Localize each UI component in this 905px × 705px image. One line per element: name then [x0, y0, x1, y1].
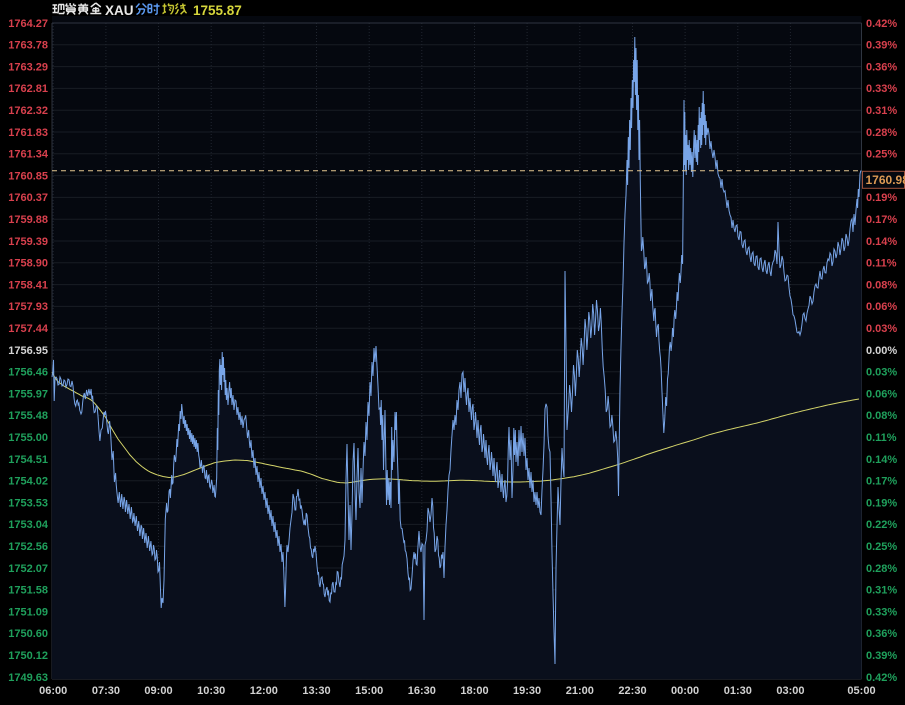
svg-text:21:00: 21:00	[566, 685, 594, 697]
svg-text:0.00%: 0.00%	[866, 345, 897, 357]
svg-text:18:00: 18:00	[460, 685, 488, 697]
svg-text:0.28%: 0.28%	[866, 563, 897, 575]
svg-text:0.06%: 0.06%	[866, 301, 897, 313]
svg-text:0.17%: 0.17%	[866, 214, 897, 226]
svg-text:1763.29: 1763.29	[8, 61, 48, 73]
svg-text:1762.81: 1762.81	[8, 83, 48, 95]
svg-text:1749.63: 1749.63	[8, 672, 48, 684]
svg-text:1760.37: 1760.37	[8, 192, 48, 204]
svg-text:1759.39: 1759.39	[8, 236, 48, 248]
svg-text:1752.56: 1752.56	[8, 541, 48, 553]
svg-text:1753.53: 1753.53	[8, 497, 48, 509]
svg-text:1759.88: 1759.88	[8, 214, 48, 226]
svg-text:0.08%: 0.08%	[866, 279, 897, 291]
svg-text:1754.51: 1754.51	[8, 454, 48, 466]
svg-text:1755.00: 1755.00	[8, 432, 48, 444]
svg-text:1757.93: 1757.93	[8, 301, 48, 313]
svg-text:1750.12: 1750.12	[8, 650, 48, 662]
svg-text:1756.95: 1756.95	[8, 345, 48, 357]
svg-text:1760.98: 1760.98	[866, 173, 905, 187]
svg-text:0.31%: 0.31%	[866, 585, 897, 597]
svg-text:0.22%: 0.22%	[866, 519, 897, 531]
svg-text:03:00: 03:00	[776, 685, 804, 697]
svg-text:1757.44: 1757.44	[8, 323, 49, 335]
svg-text:1751.09: 1751.09	[8, 606, 48, 618]
svg-text:0.03%: 0.03%	[866, 367, 897, 379]
svg-text:0.19%: 0.19%	[866, 192, 897, 204]
svg-text:09:00: 09:00	[144, 685, 172, 697]
svg-text:06:00: 06:00	[39, 685, 67, 697]
svg-text:05:00: 05:00	[847, 685, 875, 697]
svg-text:1761.34: 1761.34	[8, 149, 49, 161]
svg-text:0.39%: 0.39%	[866, 40, 897, 52]
svg-text:1753.04: 1753.04	[8, 519, 49, 531]
svg-text:1750.60: 1750.60	[8, 628, 48, 640]
svg-text:0.03%: 0.03%	[866, 323, 897, 335]
svg-text:10:30: 10:30	[197, 685, 225, 697]
svg-text:0.11%: 0.11%	[866, 258, 897, 270]
svg-text:1762.32: 1762.32	[8, 105, 48, 117]
svg-text:1758.90: 1758.90	[8, 258, 48, 270]
svg-text:0.42%: 0.42%	[866, 672, 897, 684]
svg-text:0.25%: 0.25%	[866, 541, 897, 553]
svg-text:0.17%: 0.17%	[866, 476, 897, 488]
svg-text:22:30: 22:30	[618, 685, 646, 697]
svg-text:0.08%: 0.08%	[866, 410, 897, 422]
svg-text:01:30: 01:30	[724, 685, 752, 697]
svg-text:15:00: 15:00	[355, 685, 383, 697]
svg-text:0.33%: 0.33%	[866, 83, 897, 95]
svg-text:1751.58: 1751.58	[8, 585, 48, 597]
svg-text:0.36%: 0.36%	[866, 61, 897, 73]
svg-text:0.11%: 0.11%	[866, 432, 897, 444]
svg-text:12:00: 12:00	[250, 685, 278, 697]
svg-text:0.14%: 0.14%	[866, 454, 897, 466]
svg-text:1754.02: 1754.02	[8, 476, 48, 488]
svg-text:1758.41: 1758.41	[8, 279, 48, 291]
svg-text:0.06%: 0.06%	[866, 388, 897, 400]
svg-text:1755.87: 1755.87	[193, 3, 242, 18]
svg-text:1756.46: 1756.46	[8, 367, 48, 379]
svg-text:0.42%: 0.42%	[866, 18, 897, 30]
svg-text:0.19%: 0.19%	[866, 497, 897, 509]
svg-text:07:30: 07:30	[92, 685, 120, 697]
svg-text:0.14%: 0.14%	[866, 236, 897, 248]
svg-text:0.28%: 0.28%	[866, 127, 897, 139]
svg-text:00:00: 00:00	[671, 685, 699, 697]
svg-text:1761.83: 1761.83	[8, 127, 48, 139]
svg-text:0.39%: 0.39%	[866, 650, 897, 662]
svg-text:XAU: XAU	[105, 3, 134, 18]
svg-text:1760.85: 1760.85	[8, 170, 48, 182]
svg-text:1763.78: 1763.78	[8, 40, 48, 52]
svg-text:19:30: 19:30	[513, 685, 541, 697]
svg-text:1764.27: 1764.27	[8, 18, 48, 30]
svg-text:0.36%: 0.36%	[866, 628, 897, 640]
svg-text:13:30: 13:30	[302, 685, 330, 697]
svg-text:1755.97: 1755.97	[8, 388, 48, 400]
svg-text:0.31%: 0.31%	[866, 105, 897, 117]
svg-text:1755.48: 1755.48	[8, 410, 48, 422]
svg-text:0.33%: 0.33%	[866, 606, 897, 618]
svg-text:0.25%: 0.25%	[866, 149, 897, 161]
svg-text:1752.07: 1752.07	[8, 563, 48, 575]
svg-text:16:30: 16:30	[408, 685, 436, 697]
